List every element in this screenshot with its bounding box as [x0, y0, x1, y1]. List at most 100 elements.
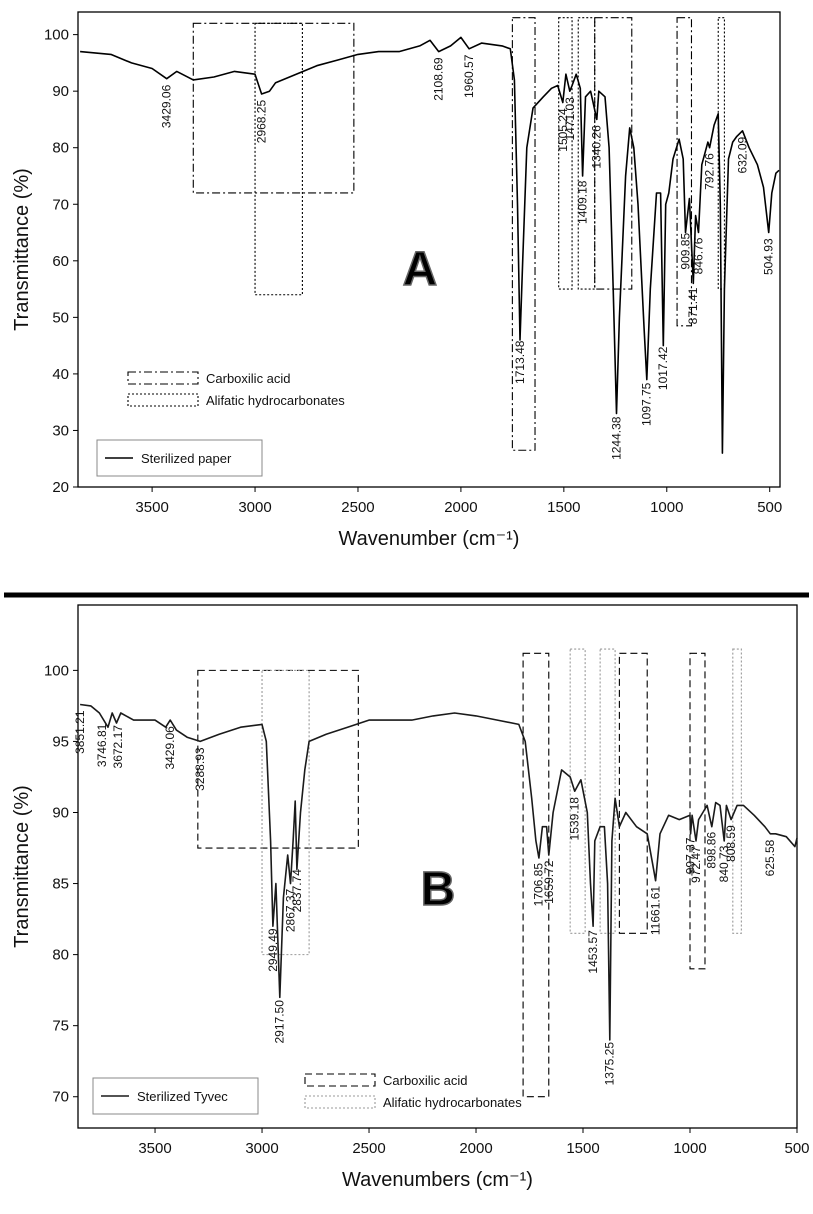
peak-label: 1471.03 [563, 97, 577, 141]
y-tick-label: 85 [52, 876, 69, 893]
legend-swatch [127, 393, 199, 407]
peak-label: 808.59 [724, 825, 738, 862]
region-box [261, 669, 310, 956]
region-box [676, 17, 693, 327]
peak-label: 1244.38 [609, 416, 623, 460]
x-tick-label: 2000 [444, 499, 477, 516]
peak-label: 2837.74 [290, 869, 304, 913]
peak-label: 909.85 [678, 233, 692, 270]
peak-label: 2968.25 [255, 100, 269, 144]
legend-label: Carboxilic acid [206, 371, 291, 386]
spectrum-line [79, 703, 798, 1041]
region-box [522, 652, 550, 1098]
peak-label: 997.37 [684, 837, 698, 874]
y-tick-label: 95 [52, 733, 69, 750]
peak-label: 1713.48 [513, 340, 527, 384]
peak-label: 3746.81 [95, 723, 109, 767]
legend-label: Carboxilic acid [383, 1073, 468, 1088]
y-tick-label: 80 [52, 140, 69, 157]
peak-label: 3429.06 [160, 84, 174, 128]
legend-label: Sterilized Tyvec [137, 1089, 228, 1104]
peak-label: 1505.24 [556, 108, 570, 152]
peak-label: 846.76 [691, 237, 705, 274]
y-tick-label: 30 [52, 422, 69, 439]
region-box [192, 22, 355, 194]
x-axis-title: Wavenumbers (cm⁻¹) [342, 1169, 533, 1191]
y-tick-label: 90 [52, 804, 69, 821]
peak-label: 1097.75 [640, 382, 654, 426]
x-tick-label: 500 [784, 1140, 809, 1157]
peak-label: 504.93 [762, 238, 776, 275]
panel-label: B [421, 863, 456, 916]
x-tick-label: 2000 [459, 1140, 492, 1157]
peak-label: 11661.61 [648, 886, 662, 935]
y-axis-title: Transmittance (%) [11, 168, 33, 331]
peak-label: 1409.18 [576, 180, 590, 224]
peak-label: 3851.21 [73, 710, 87, 754]
peak-label: 1706.85 [532, 863, 546, 907]
spectrum-line [80, 36, 780, 454]
peak-label: 972.47 [689, 846, 703, 883]
legend-swatch [304, 1095, 376, 1109]
x-tick-label: 2500 [352, 1140, 385, 1157]
x-tick-label: 3000 [245, 1140, 278, 1157]
y-tick-label: 80 [52, 947, 69, 964]
region-box [577, 17, 596, 290]
peak-label: 1340.26 [590, 125, 604, 169]
peak-label: 1960.57 [462, 54, 476, 98]
y-tick-label: 20 [52, 479, 69, 496]
peak-label: 1659.72 [542, 860, 556, 904]
peak-label: 840.73 [717, 845, 731, 882]
peak-label: 792.76 [702, 153, 716, 190]
y-tick-label: 100 [44, 662, 69, 679]
plot-frame [77, 11, 781, 488]
x-tick-label: 1000 [650, 499, 683, 516]
legend-swatch [127, 371, 199, 385]
x-tick-label: 2500 [341, 499, 374, 516]
panel-label: A [403, 243, 438, 296]
x-axis-title: Wavenumber (cm⁻¹) [339, 528, 520, 550]
x-tick-label: 3000 [238, 499, 271, 516]
x-tick-label: 1500 [566, 1140, 599, 1157]
y-tick-label: 90 [52, 83, 69, 100]
peak-label: 2108.69 [432, 57, 446, 101]
peak-label: 632.09 [736, 136, 750, 173]
peak-label: 1539.18 [568, 797, 582, 841]
region-box [618, 652, 648, 934]
peak-label: 1453.57 [586, 930, 600, 974]
y-axis-title: Transmittance (%) [11, 785, 33, 948]
x-tick-label: 1000 [673, 1140, 706, 1157]
peak-label: 1017.42 [656, 346, 670, 390]
y-tick-label: 70 [52, 196, 69, 213]
peak-label: 2867.37 [283, 888, 297, 932]
peak-label: 3288.93 [193, 747, 207, 791]
x-tick-label: 3500 [135, 499, 168, 516]
region-box [511, 17, 536, 451]
peak-label: 2949.49 [266, 928, 280, 972]
legend-swatch [304, 1073, 376, 1087]
legend-label: Alifatic hydrocarbonates [383, 1095, 522, 1110]
y-tick-label: 50 [52, 309, 69, 326]
y-tick-label: 100 [44, 27, 69, 44]
y-tick-label: 40 [52, 366, 69, 383]
peak-label: 625.58 [763, 839, 777, 876]
peak-label: 1375.25 [603, 1042, 617, 1086]
peak-label: 871.41 [686, 287, 700, 324]
legend-label: Sterilized paper [141, 451, 232, 466]
x-tick-label: 1500 [547, 499, 580, 516]
x-tick-label: 500 [757, 499, 782, 516]
peak-label: 2917.50 [273, 1000, 287, 1044]
legend-label: Alifatic hydrocarbonates [206, 393, 345, 408]
x-tick-label: 3500 [138, 1140, 171, 1157]
region-box [558, 17, 573, 290]
y-tick-label: 70 [52, 1089, 69, 1106]
region-box [599, 648, 616, 934]
region-box [732, 648, 742, 934]
y-tick-label: 75 [52, 1018, 69, 1035]
peak-label: 3672.17 [111, 725, 125, 769]
peak-label: 898.86 [705, 832, 719, 869]
region-box [254, 22, 303, 296]
y-tick-label: 60 [52, 253, 69, 270]
